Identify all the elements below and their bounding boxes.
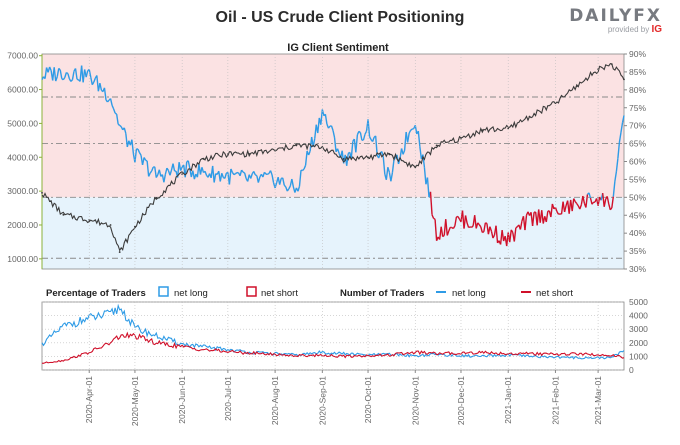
legend-net-long-label: net long	[174, 288, 208, 299]
net-long-pct-segment	[482, 232, 484, 233]
y-right-tick-label: 45%	[629, 210, 646, 220]
net-long-pct-segment	[267, 173, 269, 174]
net-long-pct-segment	[469, 227, 471, 228]
y-right-tick-label: 85%	[629, 67, 646, 77]
x-tick-label: 2020-Oct-01	[363, 376, 373, 424]
net-long-pct-segment	[434, 218, 436, 219]
price-point	[623, 78, 625, 80]
y-right-tick-label: 70%	[629, 121, 646, 131]
net-long-pct-segment	[485, 223, 487, 224]
y-right-tick-label: 30%	[629, 264, 646, 274]
net-long-pct-segment	[255, 175, 257, 176]
y-left-tick-label: 3000.00	[7, 186, 38, 196]
y-right-tick-label: 55%	[629, 174, 646, 184]
y-left-tick-label: 5000.00	[7, 118, 38, 128]
sub-y-tick-label: 3000	[629, 324, 648, 334]
x-tick-label: 2020-May-01	[130, 376, 140, 426]
x-tick-label: 2021-Feb-01	[550, 376, 560, 425]
logo-provided-by: provided by	[608, 25, 649, 34]
price-point	[576, 85, 578, 87]
legend-net-short-swatch	[247, 287, 256, 296]
x-tick-label: 2020-Sep-01	[317, 376, 327, 425]
price-point	[134, 226, 136, 228]
x-tick-label: 2020-Dec-01	[456, 376, 466, 425]
x-tick-label: 2020-Aug-01	[270, 376, 280, 425]
net-long-pct-segment	[411, 129, 413, 130]
logo-wordmark: DAILYFX	[569, 6, 662, 26]
x-tick-label: 2021-Jan-01	[503, 376, 513, 424]
price-point	[203, 158, 205, 160]
price-point	[611, 63, 613, 65]
net-long-pct-segment	[66, 73, 68, 74]
short-zone-background	[42, 54, 624, 197]
net-long-pct-segment	[146, 160, 148, 161]
y-right-tick-label: 75%	[629, 103, 646, 113]
price-point	[62, 214, 64, 216]
price-point	[110, 224, 112, 226]
net-long-pct-segment	[115, 113, 117, 114]
logo-ig: IG	[651, 24, 662, 35]
price-point	[436, 145, 438, 147]
x-tick-label: 2020-Apr-01	[84, 376, 94, 424]
y-left-tick-label: 4000.00	[7, 152, 38, 162]
price-point	[343, 158, 345, 160]
y-right-tick-label: 80%	[629, 85, 646, 95]
legend-net-long-swatch	[159, 287, 168, 296]
net-long-pct-segment	[118, 124, 120, 125]
legend-count-short-label: net short	[536, 288, 573, 299]
price-point	[119, 251, 121, 253]
x-tick-label: 2020-Jul-01	[223, 376, 233, 421]
sub-y-tick-label: 0	[629, 365, 634, 375]
legend-net-short-label: net short	[261, 288, 298, 299]
price-point	[296, 145, 298, 147]
net-long-pct-segment	[235, 173, 237, 174]
y-right-tick-label: 60%	[629, 157, 646, 167]
price-point	[388, 153, 390, 155]
y-left-tick-label: 2000.00	[7, 220, 38, 230]
x-tick-label: 2020-Nov-01	[410, 376, 420, 425]
sub-y-tick-label: 4000	[629, 311, 648, 321]
legend-percentage-heading: Percentage of Traders	[46, 288, 146, 299]
y-left-tick-label: 7000.00	[7, 51, 38, 61]
legend-count-long-label: net long	[452, 288, 486, 299]
sub-y-tick-label: 2000	[629, 338, 648, 348]
y-right-tick-label: 65%	[629, 139, 646, 149]
y-right-tick-label: 90%	[629, 49, 646, 59]
chart-title: IG Client Sentiment	[287, 42, 389, 54]
y-right-tick-label: 35%	[629, 246, 646, 256]
price-point	[529, 116, 531, 118]
price-point	[41, 192, 43, 194]
net-long-pct-segment	[516, 227, 518, 228]
x-tick-label: 2020-Jun-01	[177, 376, 187, 424]
y-right-tick-label: 50%	[629, 192, 646, 202]
dailyfx-logo: DAILYFX provided by IG	[569, 6, 662, 35]
page-title: Oil - US Crude Client Positioning	[216, 9, 465, 26]
net-long-pct-segment	[120, 125, 122, 126]
y-right-tick-label: 40%	[629, 228, 646, 238]
net-long-pct-segment	[443, 235, 445, 236]
legend-number-heading: Number of Traders	[340, 288, 424, 299]
price-point	[481, 129, 483, 131]
y-left-tick-label: 1000.00	[7, 254, 38, 264]
y-left-tick-label: 6000.00	[7, 85, 38, 95]
net-long-pct-segment	[234, 174, 236, 175]
legend: Percentage of Traders net long net short…	[46, 287, 573, 299]
sub-y-tick-label: 5000	[629, 297, 648, 307]
x-tick-label: 2021-Mar-01	[593, 376, 603, 425]
net-long-pct-segment	[243, 172, 245, 173]
net-long-pct-segment	[77, 79, 79, 80]
price-point	[248, 153, 250, 155]
price-point	[155, 197, 157, 199]
sub-y-tick-label: 1000	[629, 351, 648, 361]
